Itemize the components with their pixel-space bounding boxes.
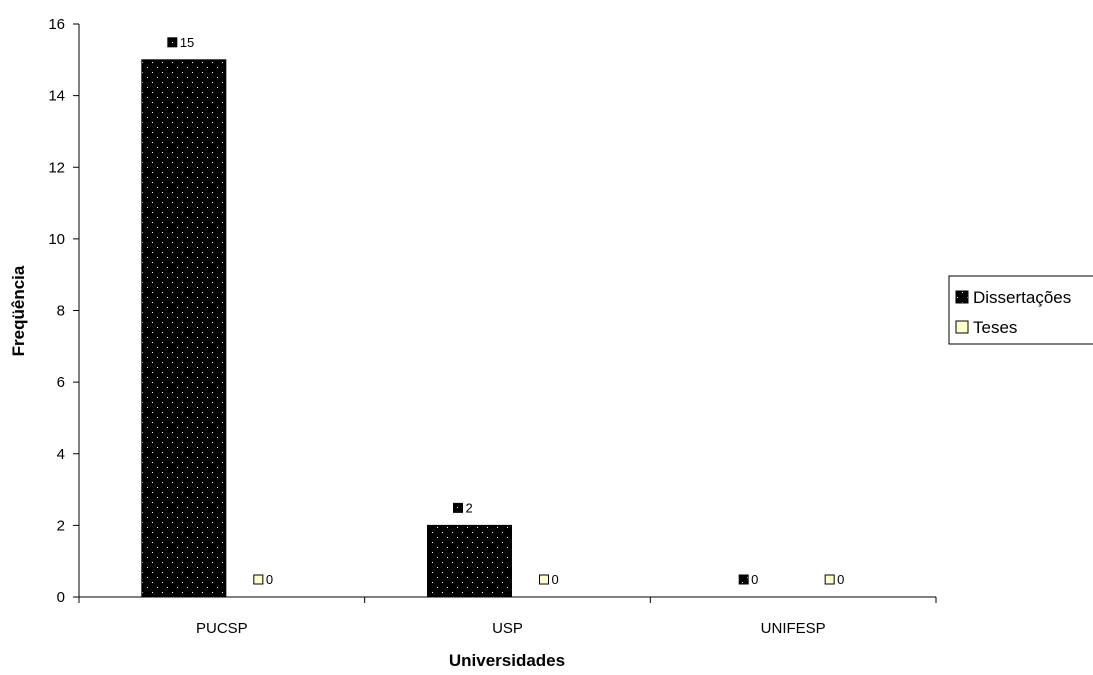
legend-key-teses (955, 320, 969, 334)
y-tick-label: 12 (48, 159, 65, 176)
y-tick-label: 0 (57, 589, 65, 606)
data-label: 15 (180, 35, 194, 50)
y-tick-label: 16 (48, 16, 65, 33)
legend-label: Teses (973, 318, 1017, 337)
data-label: 2 (466, 500, 473, 515)
y-tick-label: 6 (57, 374, 65, 391)
bar-dissertacoes (141, 59, 227, 598)
data-label-key (453, 502, 463, 513)
x-tick-label: PUCSP (196, 620, 248, 637)
data-label-key (167, 37, 178, 48)
y-tick-label: 8 (57, 303, 65, 320)
bars (141, 59, 512, 598)
data-label: 0 (266, 572, 273, 587)
x-tick-label: USP (492, 620, 523, 637)
y-axis-title: Freqüência (9, 265, 28, 356)
data-label-key (539, 574, 549, 585)
x-tick-label: UNIFESP (761, 620, 826, 637)
data-label-key (824, 574, 835, 585)
bar-dissertacoes (427, 524, 512, 598)
data-label-key (253, 574, 264, 585)
legend-box (948, 275, 1093, 345)
y-tick-label: 10 (48, 231, 65, 248)
x-axis-title: Universidades (449, 651, 565, 670)
data-labels: 15 2 0 0 0 0 (167, 35, 844, 587)
legend-key-dissertacoes (955, 290, 969, 304)
legend-label: Dissertações (973, 288, 1071, 307)
y-tick-label: 2 (57, 517, 65, 534)
data-label: 0 (552, 572, 559, 587)
data-label: 0 (837, 572, 844, 587)
y-tick-label: 4 (57, 446, 65, 463)
legend: Dissertações Teses (948, 275, 1093, 345)
data-label: 0 (751, 572, 758, 587)
data-label-key (738, 574, 749, 585)
y-tick-label: 14 (48, 88, 65, 105)
